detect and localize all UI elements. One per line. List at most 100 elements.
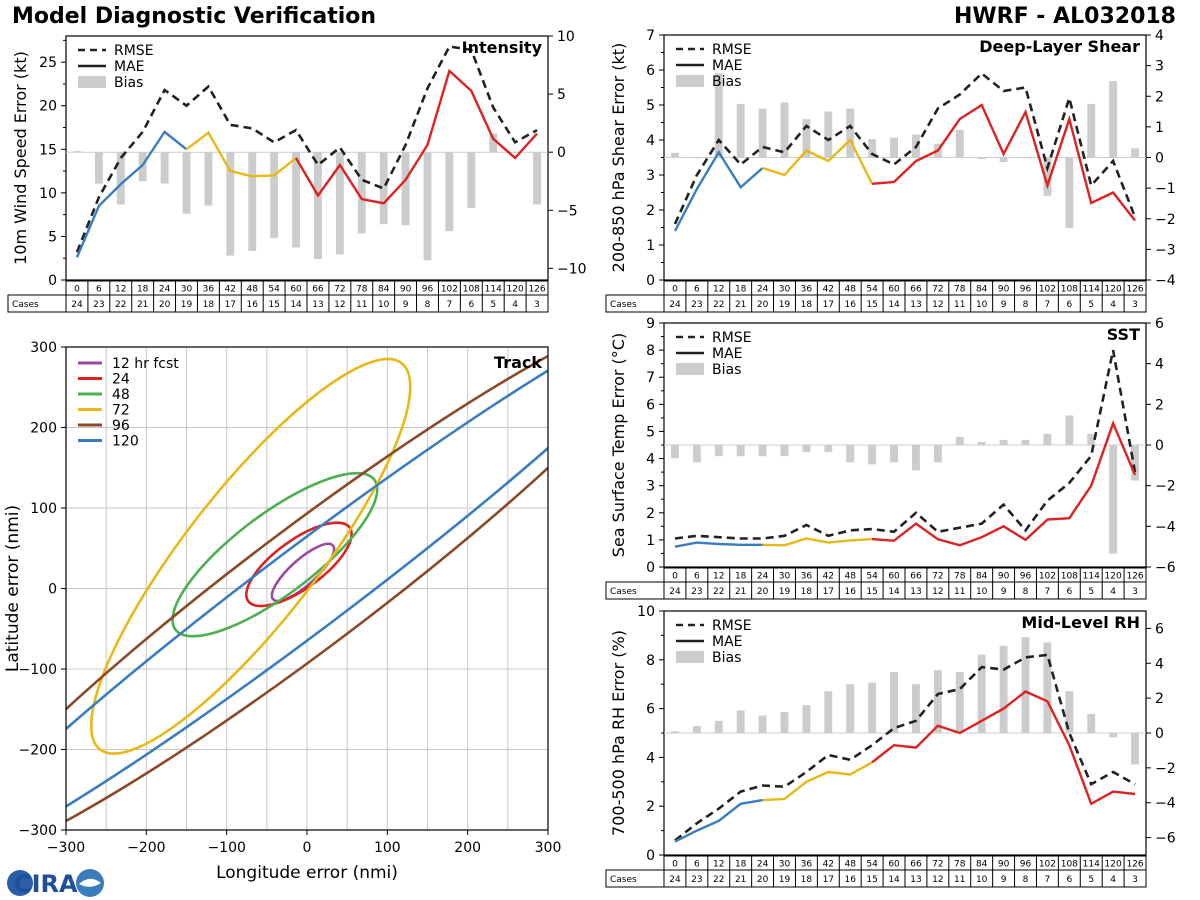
rh-bias-bar [1087,713,1096,733]
sst-mae-segment-1 [674,541,763,548]
intensity-case-count: 9 [403,300,409,310]
shear-mae-segment-1 [673,149,764,232]
rh-case-count: 21 [735,875,746,885]
shear-case-count: 16 [845,300,857,310]
intensity-y2tick-label: −5 [557,203,578,219]
shear-bias-bar [868,139,877,158]
intensity-case-count: 23 [93,300,104,310]
shear-lead-label: 114 [1083,285,1100,295]
shear-ytick-label: 1 [646,238,655,254]
intensity-lead-label: 90 [400,285,412,295]
intensity-bias-bar [226,152,235,256]
sst-bias-bar [671,445,679,459]
track-ellipse-24h [245,521,353,608]
intensity-bias-bar [445,152,454,232]
intensity-mae-segment-2 [185,130,297,178]
shear-bias-bar [671,152,679,158]
sst-lead-label: 126 [1126,572,1143,582]
shear-case-count: 8 [1023,300,1029,310]
sst-lead-label: 96 [1020,572,1032,582]
track-ytick-label: 0 [48,582,57,598]
sst-case-count: 22 [713,587,724,597]
shear-legend-bias-label: Bias [712,74,741,90]
intensity-legend-bias-label: Bias [114,75,143,91]
rh-bias-bar [692,726,701,733]
rh-bias-bar [933,670,942,733]
sst-lead-label: 0 [672,572,678,582]
intensity-case-count: 20 [159,300,171,310]
shear-ytick-label: 3 [646,168,655,184]
rh-case-count: 19 [779,875,791,885]
sst-lead-label: 84 [976,572,988,582]
intensity-bias-bar [116,152,125,205]
rh-y2tick-label: −4 [1155,796,1176,812]
rh-bias-bar [977,654,986,733]
sst-y2tick-label: −4 [1155,519,1176,535]
rh-case-count: 12 [932,875,943,885]
rh-case-count: 23 [691,875,702,885]
cira-logo: CIRA [7,869,104,898]
rh-mae-segment-3 [871,690,1136,806]
rh-case-count: 16 [845,875,857,885]
intensity-case-count: 18 [203,300,215,310]
track-legend-label: 48 [112,387,130,403]
intensity-lead-label: 84 [378,285,390,295]
rh-cases-label: Cases [610,875,637,885]
page-title: Model Diagnostic Verification [12,4,377,29]
track-xtick-label: 200 [454,840,481,856]
intensity-bias-bar [423,152,432,261]
track-legend-label: 96 [112,418,130,434]
track-ellipse-72h [89,357,412,755]
rh-y2tick-label: −2 [1155,761,1176,777]
rh-bias-bar [714,720,723,733]
rh-case-count: 9 [1001,875,1007,885]
rh-bias-bar [890,672,898,733]
rh-bias-bar [802,705,811,733]
shear-ylabel: 200-850 hPa Shear Error (kt) [609,43,628,273]
shear-bias-bar [1087,103,1096,158]
intensity-bias-bar [73,151,81,153]
rh-bias-bar [780,712,789,733]
sst-case-count: 17 [823,587,834,597]
shear-lead-label: 12 [713,285,724,295]
sst-bias-bar [758,445,767,457]
shear-title: Deep-Layer Shear [979,37,1140,56]
sst-rmse-line [674,349,1137,540]
rh-bias-bar [846,684,855,733]
sst-lead-label: 30 [779,572,791,582]
track-ytick-label: 200 [30,421,57,437]
rh-lead-label: 102 [1039,860,1056,870]
rh-lead-label: 96 [1020,860,1032,870]
intensity-y2tick-label: 10 [557,29,575,45]
rh-lead-label: 114 [1083,860,1100,870]
shear-lead-label: 24 [757,285,769,295]
shear-lead-label: 48 [845,285,857,295]
rh-bias-bar [824,691,833,733]
intensity-ylabel: 10m Wind Speed Error (kt) [11,51,30,265]
intensity-mae-segment-3 [294,68,538,205]
intensity-panel [7,35,553,313]
rh-lead-label: 90 [998,860,1010,870]
track-ytick-label: 300 [30,340,57,356]
sst-case-count: 4 [1110,587,1116,597]
intensity-case-count: 7 [447,300,453,310]
shear-ytick-label: 0 [646,273,655,289]
intensity-bias-bar [270,152,279,239]
sst-lead-label: 42 [823,572,834,582]
sst-bias-bar [736,445,745,457]
sst-y2tick-label: −2 [1155,479,1176,495]
sst-legend-bias-swatch [676,363,704,375]
shear-rmse-line [673,71,1137,225]
shear-case-count: 23 [691,300,702,310]
sst-cases-row [605,581,1147,600]
intensity-bias-bar [467,152,476,208]
intensity-bias-bar [182,152,191,214]
shear-ytick-label: 4 [646,133,655,149]
intensity-lead-label: 30 [181,285,193,295]
intensity-case-count: 13 [312,300,323,310]
sst-ytick-label: 3 [646,479,655,495]
intensity-case-count: 16 [247,300,259,310]
rh-case-count: 4 [1110,875,1116,885]
shear-lead-label: 18 [735,285,747,295]
